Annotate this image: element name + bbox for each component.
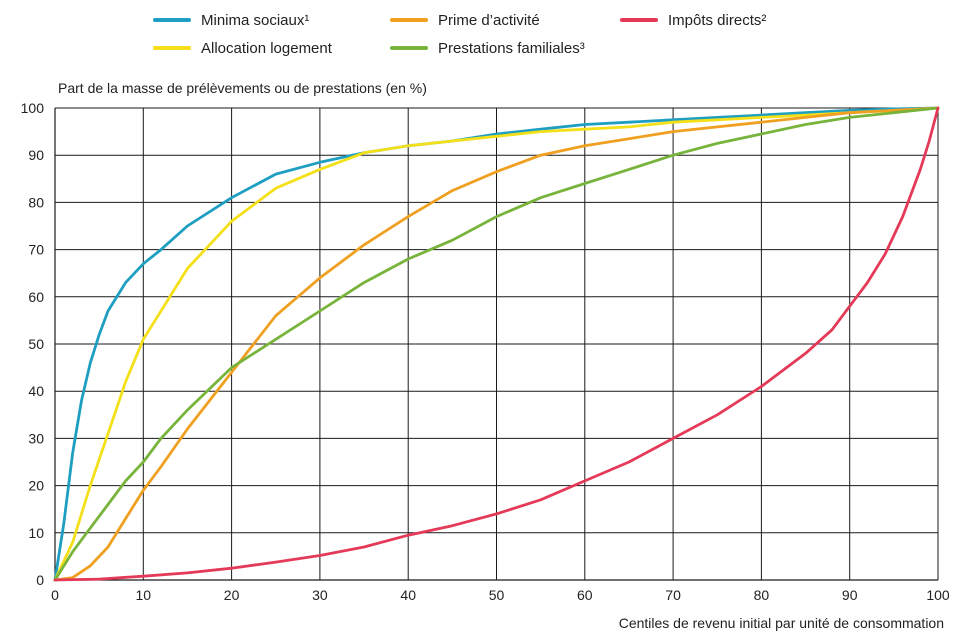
y-tick-label-30: 30 [28, 430, 44, 446]
x-tick-label-30: 30 [312, 587, 328, 603]
y-tick-label-70: 70 [28, 242, 44, 258]
series-line-prestations-familiales [53, 106, 940, 582]
x-tick-label-20: 20 [224, 587, 240, 603]
legend-label-prime-activite: Prime d’activité [438, 12, 540, 29]
y-tick-label-0: 0 [36, 572, 44, 588]
x-axis-title: Centiles de revenu initial par unité de … [619, 615, 944, 631]
series-line-allocation-logement [53, 106, 940, 582]
y-tick-label-50: 50 [28, 336, 44, 352]
y-tick-label-80: 80 [28, 194, 44, 210]
legend-label-prestations-familiales: Prestations familiales³ [438, 40, 585, 57]
x-tick-label-0: 0 [51, 587, 59, 603]
legend-label-allocation-logement: Allocation logement [201, 40, 333, 57]
y-axis-title: Part de la masse de prélèvements ou de p… [58, 80, 427, 96]
x-tick-label-80: 80 [754, 587, 770, 603]
series-line-impots-directs [53, 106, 940, 582]
x-tick-label-60: 60 [577, 587, 593, 603]
y-tick-label-20: 20 [28, 478, 44, 494]
y-tick-label-100: 100 [21, 100, 45, 116]
y-tick-label-40: 40 [28, 383, 44, 399]
series-line-prime-activite [53, 106, 940, 582]
y-tick-label-90: 90 [28, 147, 44, 163]
y-tick-label-60: 60 [28, 289, 44, 305]
x-tick-label-40: 40 [400, 587, 416, 603]
x-tick-label-10: 10 [136, 587, 152, 603]
grid [54, 107, 939, 581]
x-tick-label-70: 70 [665, 587, 681, 603]
y-tick-label-10: 10 [28, 525, 44, 541]
x-tick-label-100: 100 [926, 587, 950, 603]
legend-label-minima-sociaux: Minima sociaux¹ [201, 12, 309, 29]
legend-label-impots-directs: Impôts directs² [668, 12, 766, 29]
x-tick-label-50: 50 [489, 587, 505, 603]
series-line-minima-sociaux [53, 106, 940, 582]
x-tick-label-90: 90 [842, 587, 858, 603]
legend: Minima sociaux¹ Allocation logement Prim… [153, 12, 766, 57]
axes: 0 10 20 30 40 50 60 70 80 90 100 0 10 20 30 40 50 60 70 80 9… [21, 100, 950, 603]
series-lines [53, 106, 940, 582]
